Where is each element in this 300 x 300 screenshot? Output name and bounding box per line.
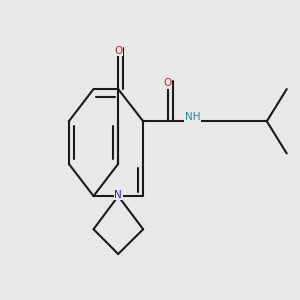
Text: NH: NH: [185, 112, 200, 122]
Text: N: N: [114, 190, 122, 200]
Text: O: O: [164, 78, 172, 88]
Text: O: O: [114, 46, 122, 56]
